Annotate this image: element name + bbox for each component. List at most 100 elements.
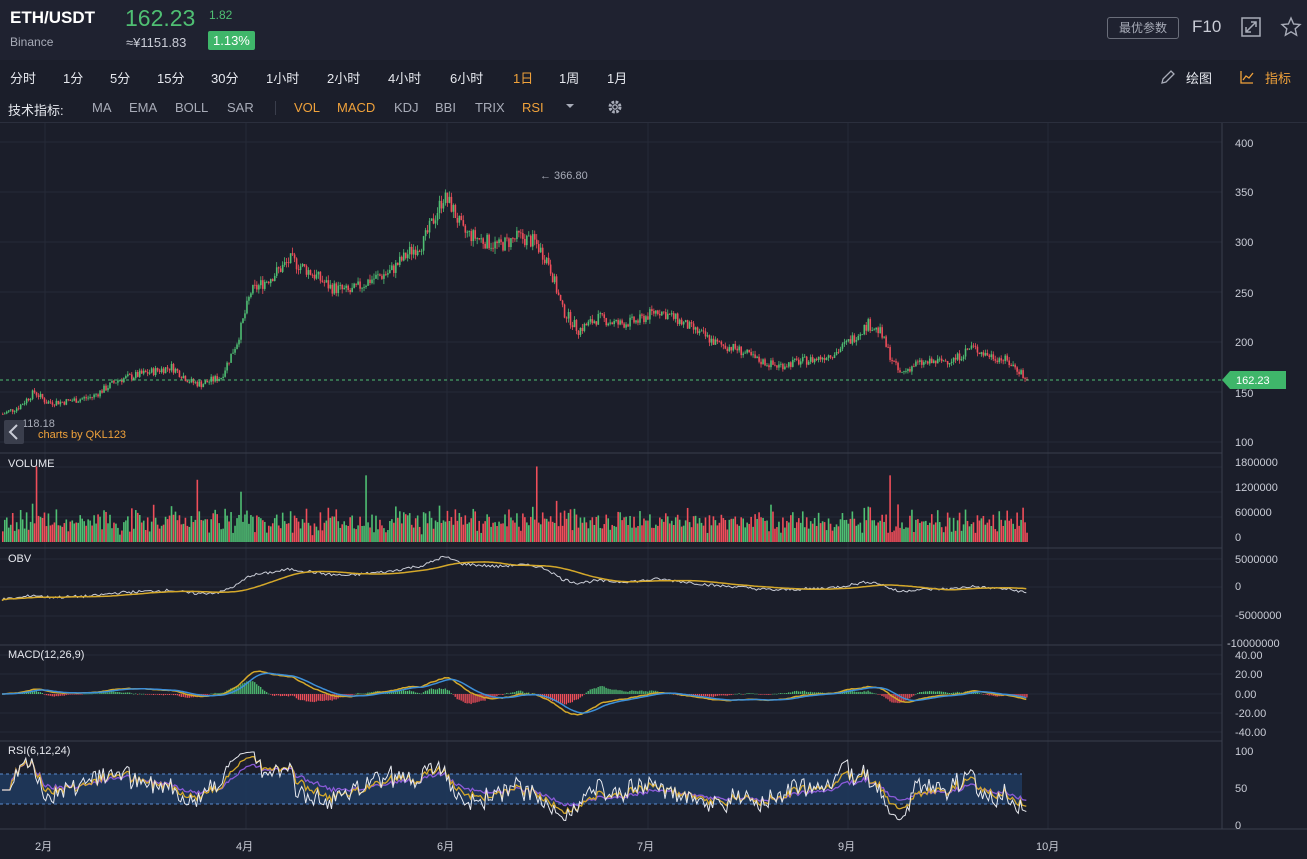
indicator-ma[interactable]: MA	[92, 100, 112, 115]
pencil-icon[interactable]	[1160, 69, 1176, 85]
volume-bar	[293, 515, 296, 542]
indicator-macd[interactable]: MACD	[337, 100, 376, 115]
candle	[722, 344, 725, 346]
indicator-ema[interactable]: EMA	[129, 100, 158, 115]
candle	[369, 279, 371, 283]
macd-histogram-bar	[125, 692, 127, 694]
candle	[156, 368, 159, 371]
indicator-icon[interactable]	[1239, 69, 1255, 85]
candle	[593, 321, 596, 324]
optimize-params-button[interactable]: 最优参数	[1107, 17, 1179, 39]
volume-bar	[857, 524, 860, 542]
volume-bar	[134, 510, 137, 542]
draw-tool[interactable]: 绘图	[1186, 71, 1213, 86]
candle	[555, 276, 558, 293]
timeframe-15m[interactable]: 15分	[157, 71, 185, 86]
macd-histogram-bar	[869, 691, 871, 694]
macd-histogram-bar	[117, 691, 119, 694]
volume-bar	[174, 511, 177, 542]
volume-bar	[603, 524, 606, 542]
volume-bar	[518, 526, 520, 542]
volume-bar	[335, 509, 338, 542]
volume-bar	[792, 512, 794, 542]
macd-histogram-bar	[873, 693, 875, 694]
macd-histogram-bar	[238, 686, 240, 694]
volume-bar	[649, 514, 651, 542]
timeframe-1mo[interactable]: 1月	[607, 71, 628, 86]
candle	[549, 264, 552, 274]
candle	[77, 401, 80, 403]
timeframe-4h[interactable]: 4小时	[388, 71, 422, 86]
macd-histogram-bar	[430, 688, 433, 694]
indicator-tool[interactable]: 指标	[1265, 71, 1292, 86]
indicator-trix[interactable]: TRIX	[475, 100, 505, 115]
volume-bar	[700, 522, 703, 542]
timeframe-30m[interactable]: 30分	[211, 71, 239, 86]
scroll-left-icon[interactable]	[4, 420, 24, 444]
macd-histogram-bar	[33, 690, 36, 694]
volume-bar	[885, 514, 887, 542]
timeframe-6h[interactable]: 6小时	[450, 71, 484, 86]
price-axis-label: 200	[1235, 337, 1253, 349]
macd-histogram-bar	[75, 694, 77, 695]
macd-histogram-bar	[557, 694, 560, 703]
timeframe-1h[interactable]: 1小时	[266, 71, 300, 86]
f10-button[interactable]: F10	[1192, 17, 1222, 36]
macd-histogram-bar	[210, 693, 212, 695]
macd-histogram-bar	[410, 691, 413, 694]
timeframe-1d[interactable]: 1日	[513, 71, 534, 86]
macd-histogram-bar	[780, 693, 782, 694]
candle	[182, 375, 185, 379]
macd-histogram-bar	[440, 688, 442, 694]
indicator-bbi[interactable]: BBI	[435, 100, 456, 115]
volume-bar	[53, 522, 56, 542]
timeframe-tick[interactable]: 分时	[10, 71, 37, 86]
volume-bar	[573, 508, 576, 542]
candle	[85, 397, 87, 399]
fullscreen-icon[interactable]	[1240, 16, 1262, 38]
indicator-sar[interactable]: SAR	[227, 100, 254, 115]
candle	[59, 401, 62, 405]
volume-bar	[528, 525, 530, 542]
macd-histogram-bar	[958, 692, 961, 694]
volume-bar	[35, 466, 38, 542]
volume-bar	[462, 524, 465, 542]
volume-bar	[59, 525, 62, 542]
candle	[281, 264, 284, 272]
candle	[597, 313, 600, 325]
volume-bar	[938, 522, 941, 542]
volume-bar	[55, 509, 58, 542]
indicator-boll[interactable]: BOLL	[175, 100, 209, 115]
timeframe-1m[interactable]: 1分	[63, 71, 84, 86]
rsi-panel-label: RSI(6,12,24)	[8, 745, 70, 757]
chart-canvas[interactable]: 162.23 ← 366.80 118.18 charts by QKL123 …	[0, 123, 1307, 859]
volume-bar	[156, 524, 159, 542]
volume-bar	[105, 511, 107, 542]
volume-bar	[391, 519, 393, 542]
gear-icon[interactable]	[606, 98, 624, 116]
timeframe-1w[interactable]: 1周	[559, 71, 580, 86]
indicator-rsi[interactable]: RSI	[522, 100, 544, 115]
indicator-vol[interactable]: VOL	[294, 100, 321, 115]
candle	[736, 348, 739, 351]
volume-bar	[619, 512, 621, 542]
symbol-title[interactable]: ETH/USDT	[10, 8, 95, 27]
indicator-kdj[interactable]: KDJ	[394, 100, 419, 115]
volume-bar	[631, 527, 633, 542]
macd-histogram-bar	[728, 694, 730, 696]
macd-histogram-bar	[940, 691, 943, 694]
chevron-down-icon[interactable]	[565, 102, 575, 110]
volume-bar	[569, 509, 572, 542]
macd-histogram-bar	[37, 691, 40, 694]
volume-bar	[930, 514, 933, 542]
volume-bar	[692, 516, 695, 542]
candle	[11, 409, 14, 412]
candle	[267, 281, 270, 284]
star-icon[interactable]	[1280, 16, 1302, 38]
macd-histogram-bar	[936, 691, 939, 694]
candle	[71, 400, 74, 402]
timeframe-2h[interactable]: 2小时	[327, 71, 361, 86]
candle	[591, 319, 594, 324]
candle	[516, 230, 518, 240]
timeframe-5m[interactable]: 5分	[110, 71, 131, 86]
